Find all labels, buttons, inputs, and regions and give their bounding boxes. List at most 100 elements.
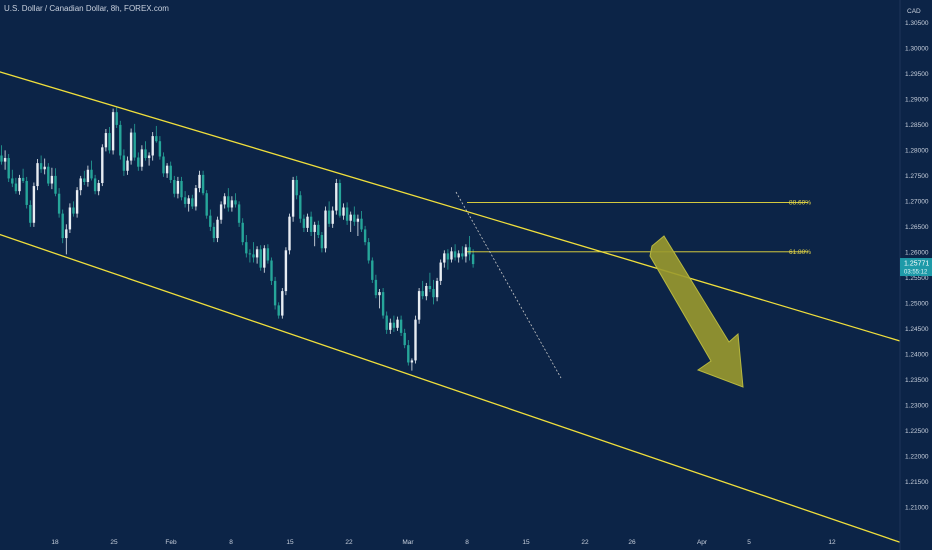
last-price-tag: 1.25771 03:55:12 bbox=[900, 258, 932, 277]
candle-body bbox=[86, 169, 90, 182]
fib-level-label: 88.60% bbox=[789, 200, 811, 207]
candle-body bbox=[18, 177, 21, 192]
candle-body bbox=[176, 180, 180, 194]
candle-body bbox=[327, 210, 331, 224]
candle-body bbox=[417, 291, 421, 320]
candle-body bbox=[194, 188, 198, 207]
candle-body bbox=[173, 179, 176, 194]
time-tick-label: 18 bbox=[51, 539, 59, 546]
candle-body bbox=[65, 229, 68, 239]
candle-body bbox=[396, 319, 399, 328]
price-tick-label: 1.24500 bbox=[905, 326, 929, 333]
time-tick-label: 22 bbox=[345, 539, 353, 546]
candle-body bbox=[140, 149, 144, 167]
candle-body bbox=[90, 169, 93, 179]
time-tick-label: 12 bbox=[828, 539, 836, 546]
candle-body bbox=[126, 160, 129, 171]
price-tick-label: 1.25000 bbox=[905, 301, 929, 308]
candle-body bbox=[324, 210, 327, 249]
candle-body bbox=[363, 229, 367, 243]
candle-body bbox=[21, 177, 25, 181]
candle-body bbox=[36, 163, 39, 187]
candle-body bbox=[284, 250, 288, 292]
candle-body bbox=[435, 280, 439, 298]
candle-body bbox=[443, 253, 446, 263]
candle-body bbox=[317, 224, 320, 236]
candle-body bbox=[137, 157, 140, 167]
candle-body bbox=[291, 179, 295, 217]
candle-body bbox=[162, 156, 165, 174]
time-tick-label: 15 bbox=[522, 539, 530, 546]
price-tick-label: 1.21000 bbox=[905, 505, 929, 512]
candle-body bbox=[83, 178, 86, 182]
candle-body bbox=[209, 215, 212, 227]
candle-body bbox=[234, 200, 237, 205]
candle-body bbox=[3, 158, 7, 162]
candle-body bbox=[237, 204, 241, 223]
candle-body bbox=[29, 204, 32, 223]
candle-body bbox=[302, 218, 306, 228]
time-axis[interactable]: 18 25 Feb 8 15 22 Mar 8 15 22 26 Apr 5 12 bbox=[51, 539, 836, 546]
candle-body bbox=[43, 166, 46, 170]
price-tick-label: 1.26500 bbox=[905, 224, 929, 231]
price-tick-label: 1.27000 bbox=[905, 199, 929, 206]
candle-body bbox=[399, 319, 403, 333]
candle-body bbox=[158, 141, 162, 157]
candle-body bbox=[93, 178, 97, 192]
price-tick-label: 1.27500 bbox=[905, 173, 929, 180]
candle-body bbox=[446, 253, 450, 260]
candle-body bbox=[104, 133, 108, 148]
candle-body bbox=[39, 163, 43, 170]
time-tick-label: 8 bbox=[229, 539, 233, 546]
time-tick-label: 22 bbox=[581, 539, 589, 546]
candle-body bbox=[68, 207, 72, 230]
price-tick-label: 1.30500 bbox=[905, 20, 929, 27]
candle-body bbox=[147, 155, 151, 159]
candle-body bbox=[356, 218, 360, 222]
candle-body bbox=[101, 147, 104, 184]
candle-body bbox=[205, 193, 208, 216]
price-tick-label: 1.26000 bbox=[905, 250, 929, 257]
candle-body bbox=[97, 183, 100, 192]
price-axis[interactable]: 1.30500 1.30000 1.29500 1.29000 1.28500 1.280… bbox=[905, 20, 929, 511]
candle-body bbox=[7, 158, 10, 179]
candle-body bbox=[133, 132, 136, 158]
candle-body bbox=[230, 200, 234, 208]
price-tick-label: 1.29000 bbox=[905, 97, 929, 104]
candle-body bbox=[201, 174, 205, 194]
candle-body bbox=[219, 204, 223, 220]
candle-body bbox=[392, 322, 396, 328]
candle-body bbox=[0, 155, 3, 162]
candle-body bbox=[313, 224, 316, 232]
candle-body bbox=[25, 180, 28, 205]
candle-body bbox=[75, 190, 79, 214]
candle-body bbox=[151, 136, 154, 156]
candle-body bbox=[309, 216, 313, 232]
candles-layer bbox=[0, 107, 475, 371]
candle-body bbox=[471, 254, 475, 265]
candle-body bbox=[165, 165, 169, 174]
candle-body bbox=[374, 279, 378, 296]
candle-body bbox=[439, 262, 442, 281]
candle-body bbox=[345, 207, 349, 221]
candle-body bbox=[299, 195, 302, 219]
candle-body bbox=[295, 179, 298, 196]
drawings-layer[interactable]: 88.60% 61.80% bbox=[0, 71, 901, 543]
currency-label: CAD bbox=[907, 8, 921, 15]
candle-body bbox=[403, 332, 406, 346]
candle-body bbox=[259, 249, 262, 268]
candle-body bbox=[212, 226, 216, 239]
candle-body bbox=[72, 207, 75, 214]
candle-body bbox=[342, 207, 345, 216]
price-tick-label: 1.23500 bbox=[905, 377, 929, 384]
candle-body bbox=[421, 291, 424, 297]
candle-body bbox=[331, 210, 334, 224]
candle-body bbox=[252, 254, 255, 258]
candle-body bbox=[367, 242, 370, 261]
candle-body bbox=[414, 319, 417, 361]
candle-body bbox=[216, 219, 219, 239]
candle-body bbox=[11, 178, 14, 184]
candle-body bbox=[389, 322, 392, 330]
